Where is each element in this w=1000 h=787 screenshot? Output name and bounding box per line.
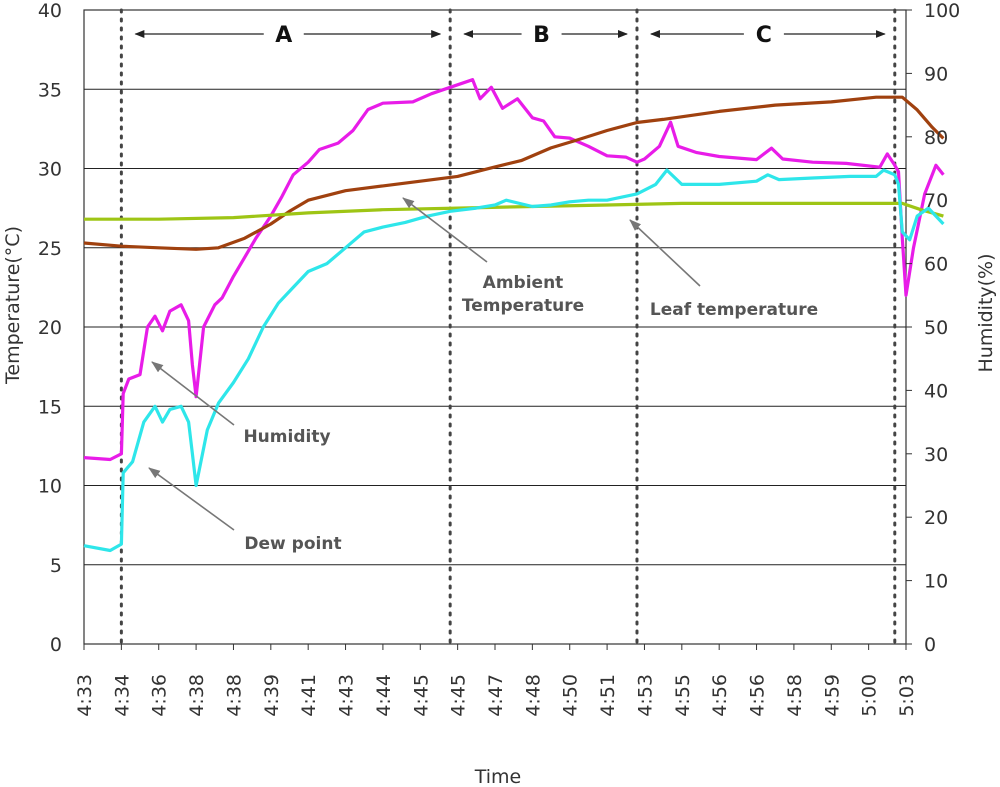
x-tick-label: 4:36 xyxy=(149,674,171,717)
y-left-tick-label: 25 xyxy=(38,238,62,260)
series-dew-point-line xyxy=(83,168,945,553)
y-right-tick-label: 80 xyxy=(924,127,948,149)
y-axis-left-ticks: 0 5 10 15 20 25 30 35 40 xyxy=(38,0,62,656)
x-tick-label: 4:45 xyxy=(410,674,432,717)
y-left-tick-label: 10 xyxy=(38,476,62,498)
x-tick-label: 4:45 xyxy=(448,674,470,717)
region-label-c: C xyxy=(756,23,772,48)
annotation-label: Ambient xyxy=(483,273,564,293)
series-leaf-temperature-line xyxy=(84,201,944,221)
annotation-arrow xyxy=(629,219,701,287)
y-right-tick-label: 30 xyxy=(924,444,948,466)
y-right-tick-label: 60 xyxy=(924,254,948,276)
annotation-label: Humidity xyxy=(243,427,330,447)
x-tick-label: 4:58 xyxy=(784,674,806,717)
x-tick-label: 4:56 xyxy=(709,674,731,717)
data-series xyxy=(83,78,945,553)
y-left-tick-label: 5 xyxy=(50,555,62,577)
x-tick-label: 5:00 xyxy=(859,674,881,717)
region-labels: A B C xyxy=(134,23,886,48)
annotations: Ambient Temperature Leaf temperature Humidi… xyxy=(148,197,818,554)
y-axis-left-title: Temperature(°C) xyxy=(2,226,24,385)
y-right-tick-label: 0 xyxy=(924,634,936,656)
x-tick-label: 4:44 xyxy=(373,674,395,717)
x-tick-label: 4:43 xyxy=(336,674,358,717)
x-tick-label: 4:55 xyxy=(672,674,694,717)
y-left-tick-label: 30 xyxy=(38,159,62,181)
x-axis-ticks: 4:33 4:34 4:36 4:38 4:38 4:39 4:41 4:43 4:44 4:45… xyxy=(74,644,918,717)
annotation-label: Dew point xyxy=(244,534,341,554)
x-tick-label: 5:03 xyxy=(896,674,918,717)
y-left-tick-label: 0 xyxy=(50,634,62,656)
y-left-tick-label: 40 xyxy=(38,0,62,22)
x-tick-label: 4:38 xyxy=(186,674,208,717)
y-left-tick-label: 35 xyxy=(38,79,62,101)
y-left-tick-label: 15 xyxy=(38,396,62,418)
region-label-a: A xyxy=(275,23,292,48)
annotation-arrow xyxy=(151,361,235,426)
annotation-label: Leaf temperature xyxy=(650,300,818,320)
x-tick-label: 4:41 xyxy=(298,674,320,717)
y-right-tick-label: 90 xyxy=(924,63,948,85)
x-tick-label: 4:53 xyxy=(634,674,656,717)
x-tick-label: 4:50 xyxy=(560,674,582,717)
annotation-arrow xyxy=(402,197,488,263)
x-tick-label: 4:38 xyxy=(223,674,245,717)
y-left-tick-label: 20 xyxy=(38,317,62,339)
y-axis-right-title: Humidity(%) xyxy=(975,253,997,372)
x-tick-label: 4:39 xyxy=(261,674,283,717)
x-tick-label: 4:34 xyxy=(111,674,133,717)
x-axis-title: Time xyxy=(474,766,522,787)
y-right-tick-label: 40 xyxy=(924,380,948,402)
region-boundaries xyxy=(119,8,897,646)
region-label-b: B xyxy=(533,23,550,48)
series-humidity-line xyxy=(83,78,945,462)
annotation-arrow xyxy=(148,467,235,531)
series-ambient-temperature-line xyxy=(83,95,945,251)
annotation-label: Temperature xyxy=(462,296,584,316)
y-right-tick-label: 100 xyxy=(924,0,960,22)
y-right-tick-label: 50 xyxy=(924,317,948,339)
x-tick-label: 4:51 xyxy=(597,674,619,717)
y-axis-right-ticks: 0 10 20 30 40 50 60 70 80 90 100 xyxy=(906,0,960,656)
x-tick-label: 4:47 xyxy=(485,674,507,717)
x-tick-label: 4:56 xyxy=(747,674,769,717)
y-right-tick-label: 10 xyxy=(924,571,948,593)
x-tick-label: 4:59 xyxy=(821,674,843,717)
y-right-tick-label: 70 xyxy=(924,190,948,212)
x-tick-label: 4:48 xyxy=(522,674,544,717)
y-right-tick-label: 20 xyxy=(924,507,948,529)
x-tick-label: 4:33 xyxy=(74,674,96,717)
